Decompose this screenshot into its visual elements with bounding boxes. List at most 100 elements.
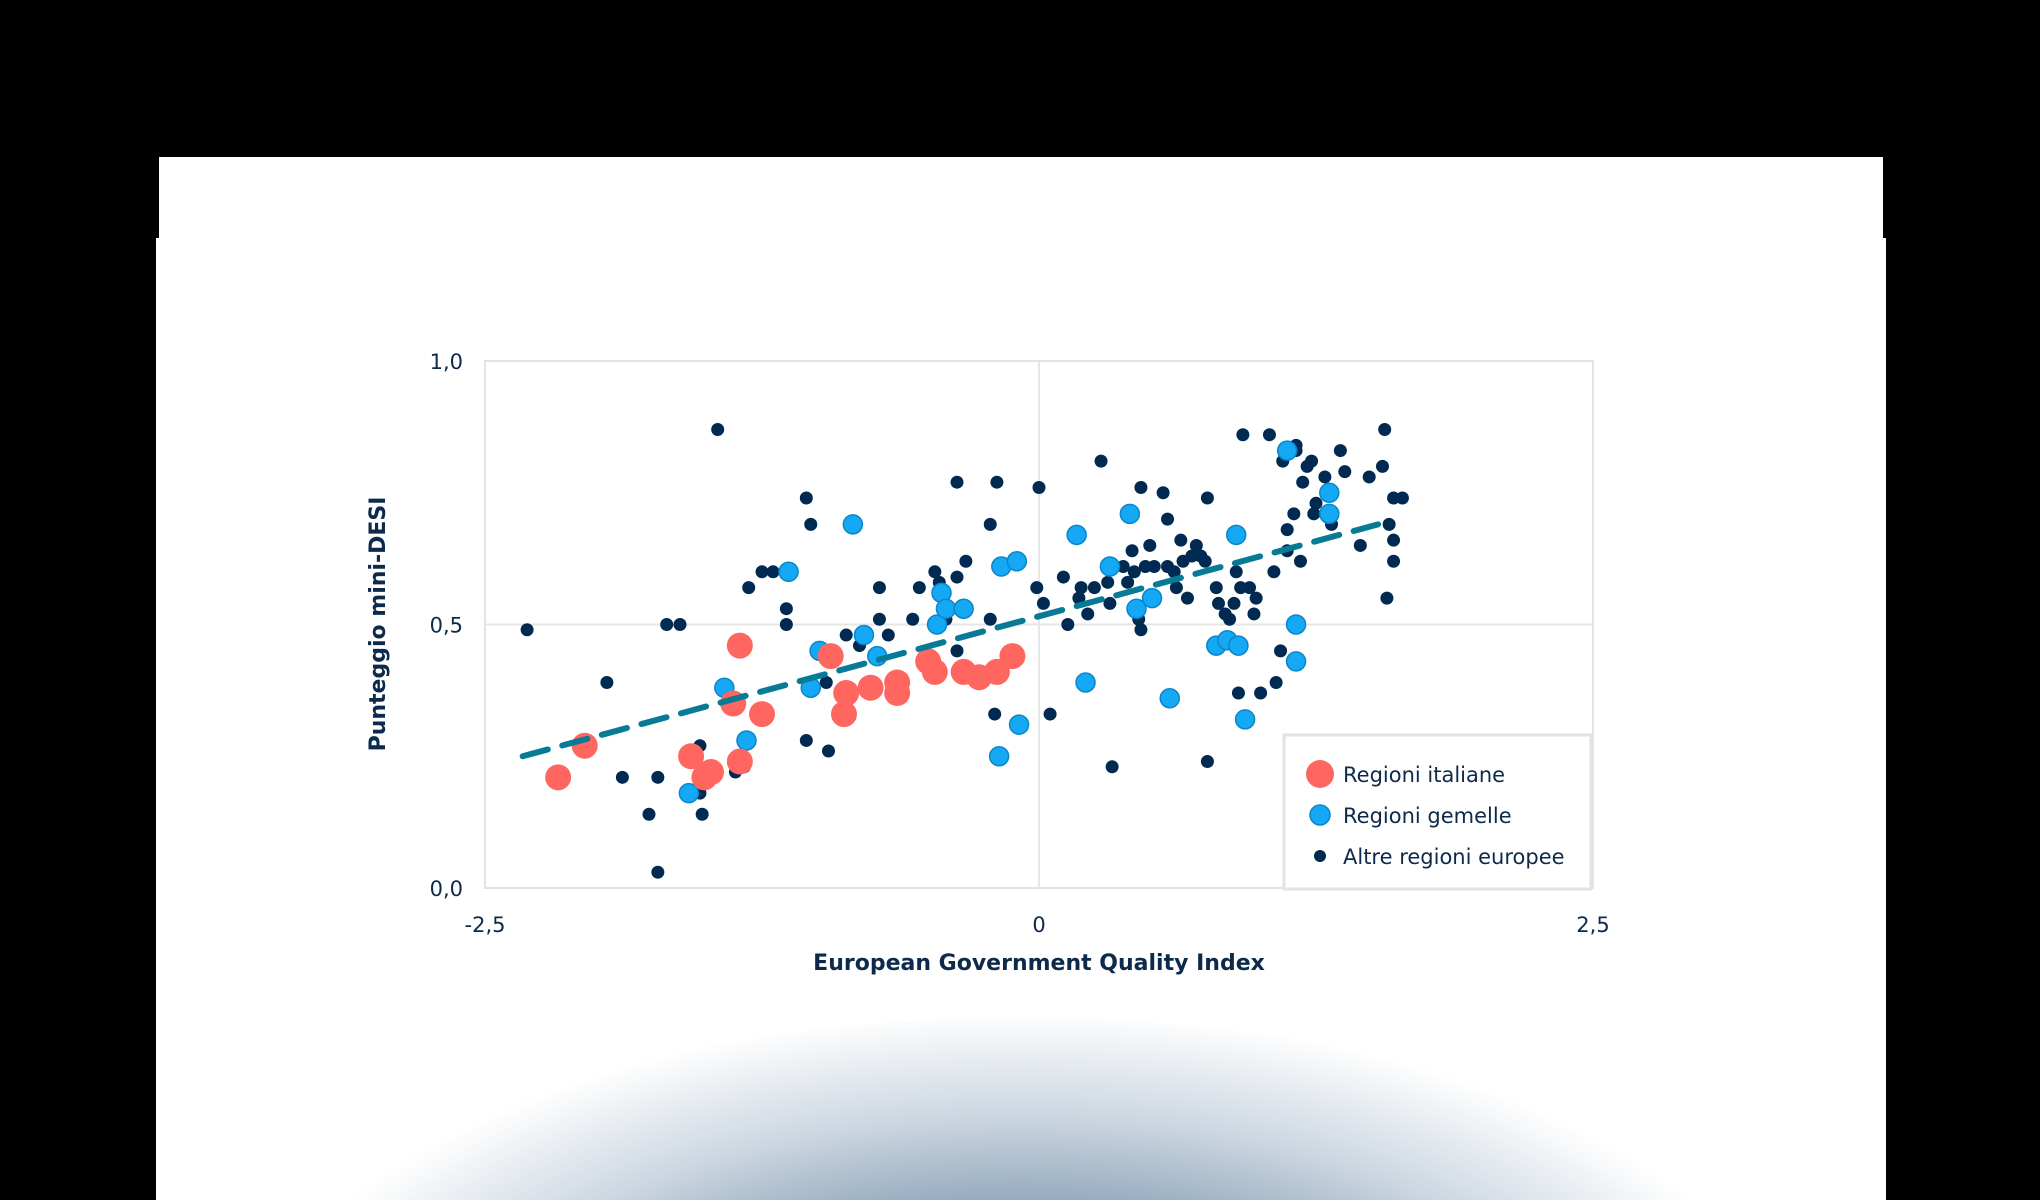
x-axis-title: European Government Quality Index: [813, 951, 1265, 976]
other-region-point: [1378, 423, 1392, 437]
other-region-point: [642, 807, 656, 821]
other-region-point: [1103, 596, 1117, 610]
x-tick-label: 2,5: [1576, 913, 1609, 937]
card-top-band: [159, 157, 1883, 239]
other-region-point: [906, 612, 920, 626]
trend-line: [519, 521, 1382, 760]
twin-region-point: [1319, 503, 1340, 525]
legend-marker-other-icon: [1314, 850, 1326, 862]
italian-region-point: [726, 748, 753, 775]
other-region-point: [1161, 512, 1175, 526]
twin-region-point: [1119, 503, 1141, 525]
other-region-point: [1353, 538, 1367, 552]
other-region-point: [1147, 560, 1161, 574]
other-region-point: [1362, 470, 1376, 484]
other-region-point: [983, 612, 997, 626]
other-region-point: [695, 807, 709, 821]
x-tick-label: 0: [1032, 913, 1045, 937]
other-region-point: [755, 565, 769, 579]
y-tick-label: 1,0: [430, 350, 463, 374]
other-region-point: [1209, 581, 1223, 595]
italian-region-point: [830, 701, 857, 728]
other-region-point: [1032, 480, 1046, 494]
other-region-point: [742, 581, 756, 595]
italian-region-point: [691, 764, 718, 791]
twin-region-point: [1319, 482, 1340, 503]
twin-region-point: [1276, 440, 1298, 461]
italian-region-point: [999, 643, 1026, 670]
other-region-point: [819, 675, 833, 689]
twin-region-point: [1225, 524, 1247, 546]
other-region-point: [1382, 517, 1396, 531]
twin-region-point: [1075, 672, 1096, 693]
other-region-point: [1338, 465, 1352, 479]
other-region-point: [1061, 618, 1075, 631]
other-region-point: [615, 770, 629, 784]
other-region-point: [1236, 428, 1250, 442]
series-altre-regioni-europee: [520, 423, 1409, 879]
other-region-point: [711, 423, 725, 437]
twin-region-point: [1126, 598, 1147, 619]
twin-region-point: [1285, 614, 1307, 635]
twin-region-point: [1285, 651, 1307, 672]
twin-region-point: [953, 598, 974, 619]
other-region-point: [1227, 596, 1241, 610]
other-region-point: [1094, 454, 1108, 468]
y-axis-ticks: 0,0 0,5 1,0: [430, 350, 463, 901]
other-region-point: [1247, 607, 1261, 621]
other-region-point: [1198, 554, 1212, 568]
italian-region-point: [726, 632, 753, 659]
legend-label-italian: Regioni italiane: [1343, 763, 1505, 787]
twin-region-point: [1141, 587, 1163, 609]
other-region-point: [1223, 612, 1237, 626]
twin-region-point: [1066, 524, 1087, 546]
other-region-point: [1375, 459, 1389, 473]
other-region-point: [1211, 596, 1225, 610]
twin-region-point: [1159, 688, 1180, 709]
other-region-point: [983, 517, 997, 531]
twin-region-point: [1228, 635, 1249, 656]
italian-region-point: [545, 764, 572, 791]
other-region-point: [1380, 591, 1394, 605]
other-region-point: [673, 618, 687, 631]
other-region-point: [660, 618, 674, 631]
other-region-point: [928, 565, 942, 579]
other-region-point: [1307, 507, 1321, 521]
other-region-point: [1309, 496, 1323, 510]
series-regioni-italiane: [545, 632, 1026, 791]
y-tick-label: 0,0: [430, 877, 463, 901]
other-region-point: [1269, 675, 1283, 689]
y-tick-label: 0,5: [430, 614, 463, 638]
other-region-point: [1174, 533, 1188, 547]
other-region-point: [1072, 591, 1086, 605]
other-region-point: [804, 517, 818, 531]
other-region-point: [872, 581, 886, 595]
other-region-point: [1262, 428, 1276, 442]
italian-region-point: [884, 680, 911, 707]
italian-region-point: [857, 674, 884, 701]
other-region-point: [1267, 565, 1281, 579]
other-region-point: [1395, 491, 1409, 505]
other-region-point: [779, 618, 793, 631]
other-region-point: [1169, 581, 1183, 595]
series-regioni-gemelle: [678, 440, 1340, 804]
other-region-point: [950, 570, 964, 584]
other-region-point: [950, 475, 964, 489]
italian-region-point: [817, 643, 844, 670]
other-region-point: [1200, 491, 1214, 505]
other-region-point: [1125, 544, 1139, 558]
italian-region-point: [921, 658, 948, 685]
other-region-point: [1074, 581, 1088, 595]
other-region-point: [881, 628, 895, 642]
other-region-point: [1087, 581, 1101, 595]
other-region-point: [651, 865, 665, 879]
twin-region-point: [778, 561, 799, 583]
x-axis-ticks: -2,5 0 2,5: [465, 913, 1610, 937]
twin-region-point: [1008, 714, 1030, 735]
other-region-point: [1167, 565, 1181, 579]
other-region-point: [1134, 480, 1148, 494]
other-region-point: [1156, 486, 1170, 500]
other-region-point: [990, 475, 1004, 489]
other-region-point: [1293, 554, 1307, 568]
twin-region-point: [926, 614, 948, 635]
